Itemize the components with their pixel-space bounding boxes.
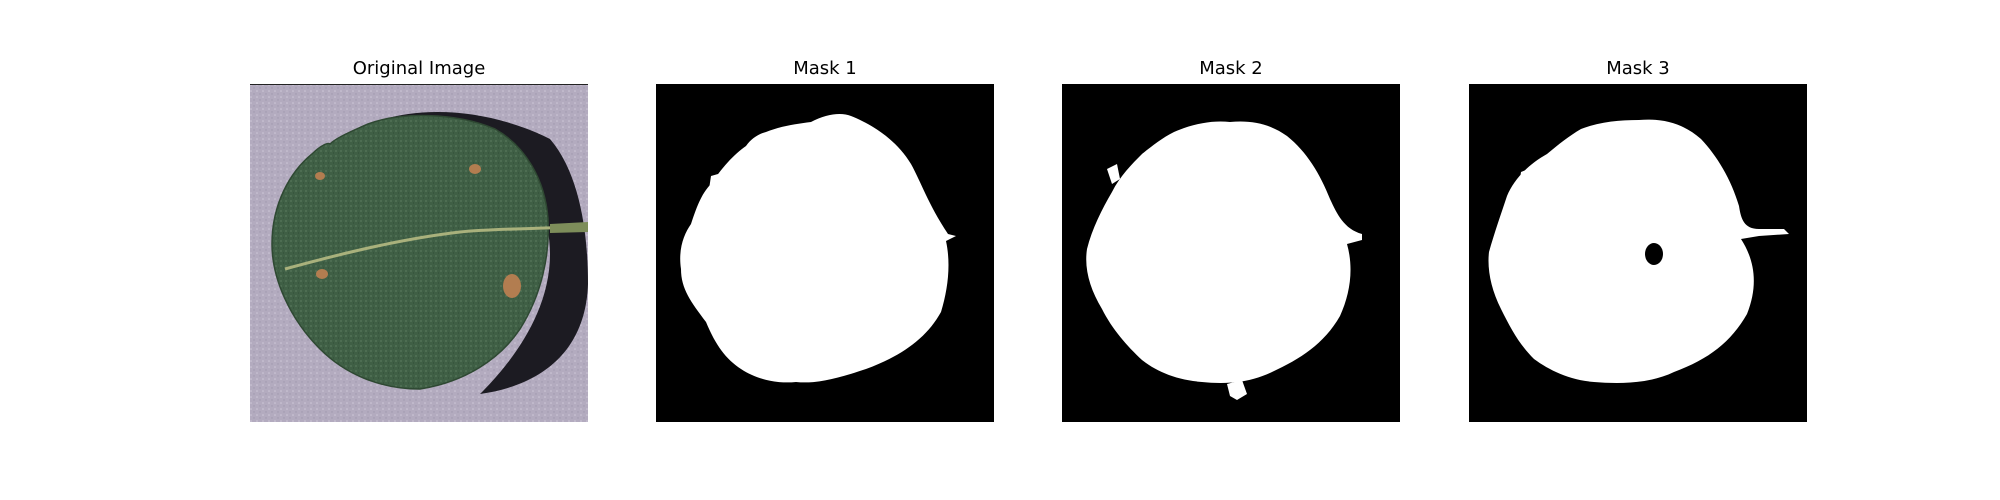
panel-mask-1: Mask 1 <box>656 58 994 430</box>
panel-title: Original Image <box>352 58 486 79</box>
panel-mask-3: Mask 3 <box>1469 58 1807 430</box>
mask-2-image <box>1062 84 1400 422</box>
panel-title: Mask 2 <box>1199 58 1263 79</box>
mask-3-image <box>1469 84 1807 422</box>
mask-1-image <box>656 84 994 422</box>
original-leaf-photo <box>250 84 588 422</box>
panel-mask-2: Mask 2 <box>1062 58 1400 430</box>
panel-title: Mask 3 <box>1606 58 1670 79</box>
panel-original-image: Original Image <box>250 58 588 430</box>
panel-title: Mask 1 <box>793 58 857 79</box>
